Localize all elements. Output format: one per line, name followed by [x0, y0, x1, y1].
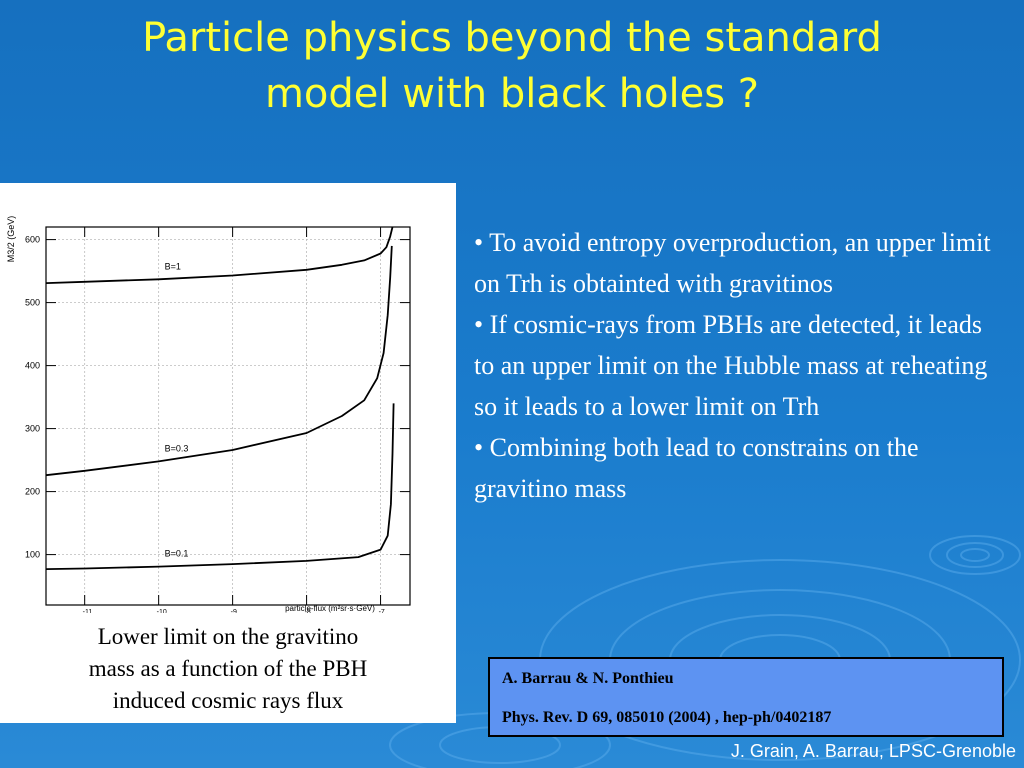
slide-title-line-2: model with black holes ?	[264, 71, 760, 117]
bullet-item-entropy: • To avoid entropy overproduction, an up…	[474, 228, 991, 298]
figure-panel: 10020030040050060010-1110-1010-910-810-7…	[0, 183, 456, 723]
slide-title-line-1: Particle physics beyond the standard	[142, 15, 882, 61]
series-label-1: B=0.3	[165, 443, 189, 453]
series-label-2: B=0.1	[165, 549, 189, 559]
series-label-0: B=1	[165, 261, 181, 271]
x-tick-label-base-2: 10	[220, 612, 230, 613]
x-tick-label-exp-4: -7	[379, 609, 385, 613]
plot-series	[45, 226, 395, 570]
series-line-1	[45, 245, 393, 477]
y-tick-label-100: 100	[25, 550, 40, 560]
y-tick-label-400: 400	[25, 361, 40, 371]
x-tick-label-exp-2: -9	[231, 609, 237, 613]
gravitino-mass-plot: 10020030040050060010-1110-1010-910-810-7…	[6, 216, 411, 613]
plot-ticks: 10020030040050060010-1110-1010-910-810-7	[25, 227, 410, 613]
x-tick-label-base-4: 10	[368, 612, 378, 613]
x-tick-label-base-0: 10	[72, 612, 82, 613]
x-tick-label-base-1: 10	[146, 612, 156, 613]
reference-citation: Phys. Rev. D 69, 085010 (2004) , hep-ph/…	[502, 709, 832, 726]
y-tick-label-600: 600	[25, 235, 40, 245]
caption-line-2: mass as a function of the PBH	[88, 656, 368, 681]
reference-box: A. Barrau & N. Ponthieu Phys. Rev. D 69,…	[488, 657, 1004, 737]
x-axis-label: particle-flux (m²sr·s·GeV)	[285, 604, 375, 613]
footer-credit: J. Grain, A. Barrau, LPSC-Grenoble	[730, 741, 1016, 761]
x-tick-label-exp-1: -10	[157, 609, 167, 613]
bullet-item-constraints: • Combining both lead to constrains on t…	[474, 433, 919, 503]
figure-caption: Lower limit on the gravitino mass as a f…	[0, 621, 456, 717]
plot-frame	[45, 226, 411, 606]
y-tick-label-200: 200	[25, 487, 40, 497]
series-line-0	[45, 226, 394, 284]
x-tick-label-exp-0: -11	[83, 609, 93, 613]
y-tick-label-500: 500	[25, 298, 40, 308]
series-line-2	[45, 403, 395, 570]
y-axis-label: M3/2 (GeV)	[6, 216, 16, 263]
plot-labels: B=1 B=0.3 B=0.1	[165, 261, 189, 558]
x-tick-label-exp-3: -8	[305, 609, 311, 613]
caption-line-3: induced cosmic rays flux	[112, 688, 344, 713]
y-tick-label-300: 300	[25, 424, 40, 434]
caption-line-1: Lower limit on the gravitino	[97, 624, 359, 649]
reference-authors: A. Barrau & N. Ponthieu	[502, 670, 674, 687]
x-tick-label-base-3: 10	[294, 612, 304, 613]
slide-title: Particle physics beyond the standard mod…	[60, 10, 964, 122]
bullet-item-cosmic-rays: • If cosmic-rays from PBHs are detected,…	[474, 310, 988, 421]
bullet-list: • To avoid entropy overproduction, an up…	[474, 222, 994, 509]
plot-grid	[46, 227, 410, 605]
